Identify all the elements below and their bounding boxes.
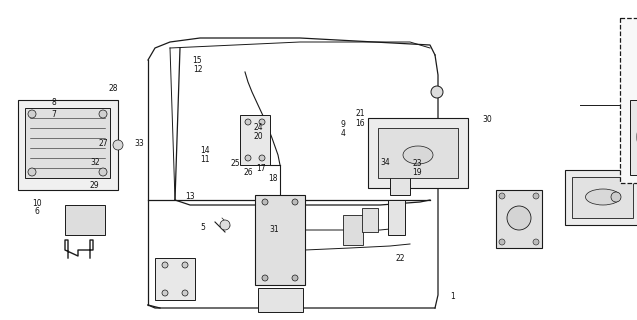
- Circle shape: [99, 168, 107, 176]
- Text: 20: 20: [253, 132, 263, 141]
- Circle shape: [28, 110, 36, 118]
- Text: 6: 6: [34, 207, 39, 216]
- Circle shape: [99, 110, 107, 118]
- Ellipse shape: [585, 189, 620, 205]
- Ellipse shape: [403, 146, 433, 164]
- Polygon shape: [496, 190, 542, 248]
- Text: 12: 12: [193, 65, 202, 74]
- Circle shape: [259, 119, 265, 125]
- Text: 8: 8: [52, 98, 57, 107]
- Circle shape: [292, 275, 298, 281]
- Polygon shape: [630, 100, 637, 175]
- Text: 11: 11: [201, 155, 210, 164]
- Circle shape: [182, 290, 188, 296]
- Text: 10: 10: [32, 199, 42, 208]
- Polygon shape: [258, 288, 303, 312]
- Text: 24: 24: [253, 123, 263, 132]
- Text: 18: 18: [268, 174, 277, 183]
- Text: 25: 25: [231, 159, 241, 168]
- Circle shape: [182, 262, 188, 268]
- Text: 14: 14: [200, 146, 210, 155]
- Polygon shape: [25, 108, 110, 178]
- Circle shape: [220, 220, 230, 230]
- Polygon shape: [368, 118, 468, 188]
- Text: 29: 29: [89, 181, 99, 190]
- Text: 21: 21: [355, 109, 364, 118]
- Polygon shape: [255, 195, 305, 285]
- Polygon shape: [343, 215, 363, 245]
- Circle shape: [431, 86, 443, 98]
- Circle shape: [533, 193, 539, 199]
- Circle shape: [162, 262, 168, 268]
- Circle shape: [162, 290, 168, 296]
- Circle shape: [611, 192, 621, 202]
- Text: 9: 9: [340, 120, 345, 129]
- Circle shape: [499, 193, 505, 199]
- Text: 31: 31: [269, 225, 279, 234]
- Polygon shape: [390, 162, 410, 195]
- Circle shape: [533, 239, 539, 245]
- Text: 27: 27: [98, 139, 108, 148]
- Text: 4: 4: [340, 129, 345, 138]
- Polygon shape: [155, 258, 195, 300]
- Text: 30: 30: [482, 116, 492, 124]
- Text: 16: 16: [355, 119, 365, 128]
- Text: 32: 32: [90, 158, 101, 167]
- Circle shape: [499, 239, 505, 245]
- Text: 13: 13: [185, 192, 195, 201]
- Text: 7: 7: [52, 110, 57, 119]
- Text: 34: 34: [380, 158, 390, 167]
- FancyBboxPatch shape: [620, 18, 637, 183]
- Polygon shape: [240, 115, 270, 165]
- Circle shape: [292, 199, 298, 205]
- Text: 33: 33: [134, 139, 144, 148]
- Polygon shape: [378, 128, 458, 178]
- Polygon shape: [18, 100, 118, 190]
- Circle shape: [245, 119, 251, 125]
- Text: 26: 26: [243, 168, 254, 177]
- Text: 19: 19: [412, 168, 422, 177]
- Polygon shape: [565, 170, 637, 225]
- Circle shape: [262, 275, 268, 281]
- Text: 5: 5: [200, 223, 205, 232]
- Text: 1: 1: [450, 292, 455, 301]
- Circle shape: [507, 206, 531, 230]
- Circle shape: [28, 168, 36, 176]
- Polygon shape: [572, 177, 633, 218]
- Circle shape: [259, 155, 265, 161]
- Circle shape: [262, 199, 268, 205]
- Text: 23: 23: [412, 159, 422, 168]
- Circle shape: [113, 140, 123, 150]
- Text: 17: 17: [256, 164, 266, 173]
- Text: 22: 22: [396, 254, 404, 263]
- Polygon shape: [388, 200, 405, 235]
- Polygon shape: [362, 208, 378, 232]
- Polygon shape: [65, 205, 105, 235]
- Text: 28: 28: [109, 84, 118, 93]
- Circle shape: [245, 155, 251, 161]
- Text: 15: 15: [192, 56, 203, 65]
